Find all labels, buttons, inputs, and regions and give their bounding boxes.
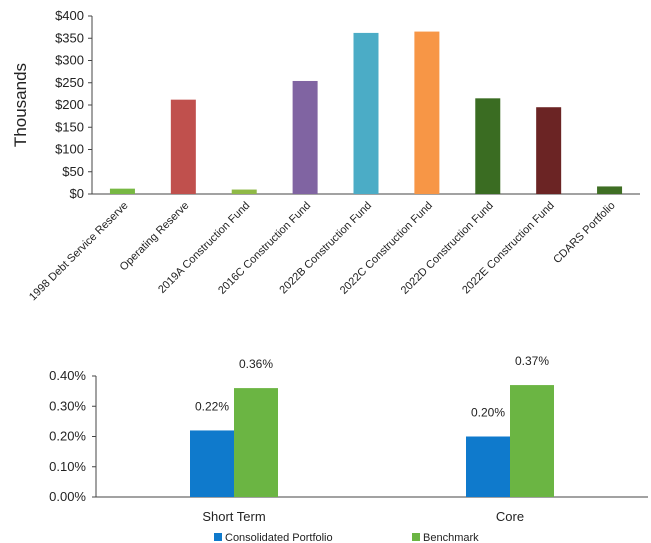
y-axis-title: Thousands [11, 63, 30, 147]
y-tick-label: $150 [55, 119, 84, 134]
data-label: 0.20% [471, 406, 505, 420]
y-tick-label: $50 [62, 164, 84, 179]
legend-label: Benchmark [423, 532, 479, 543]
y-tick-label: 0.40% [49, 368, 86, 383]
bar [353, 32, 379, 194]
data-label: 0.37% [515, 354, 549, 368]
bar [597, 186, 623, 194]
y-tick-label: $200 [55, 97, 84, 112]
bar [234, 388, 278, 497]
bar [510, 385, 554, 497]
y-tick-label: 0.00% [49, 489, 86, 504]
y-tick-label: $100 [55, 142, 84, 157]
data-label: 0.22% [195, 399, 229, 413]
bar [414, 31, 440, 195]
y-tick-label: $300 [55, 53, 84, 68]
bar [109, 188, 135, 194]
bar [475, 98, 501, 194]
bar [170, 99, 196, 194]
bar [292, 80, 318, 194]
bar [231, 189, 257, 194]
legend-swatch [214, 533, 222, 541]
y-tick-label: $0 [70, 186, 84, 201]
y-tick-label: $400 [55, 8, 84, 23]
y-tick-label: 0.10% [49, 459, 86, 474]
bar [190, 430, 234, 497]
x-category-label: CDARS Portfolio [551, 200, 617, 266]
y-tick-label: 0.30% [49, 398, 86, 413]
legend-swatch [412, 533, 420, 541]
bar [536, 107, 562, 194]
x-category-label: 1998 Debt Service Reserve [27, 200, 131, 304]
y-tick-label: $250 [55, 75, 84, 90]
legend-label: Consolidated Portfolio [225, 532, 333, 543]
y-tick-label: $350 [55, 30, 84, 45]
x-category-label: Core [496, 509, 524, 524]
x-category-label: Short Term [202, 509, 265, 524]
fund-balances-chart: $0 $50 $100 $150 $200 $250 $300 $350 $400 Thousan… [11, 8, 640, 303]
data-label: 0.36% [239, 357, 273, 371]
bar [466, 436, 510, 497]
yield-comparison-chart: 0.00% 0.10% 0.20% 0.30% 0.40% 0.22% 0.36% Short… [49, 354, 648, 543]
y-tick-label: 0.20% [49, 429, 86, 444]
